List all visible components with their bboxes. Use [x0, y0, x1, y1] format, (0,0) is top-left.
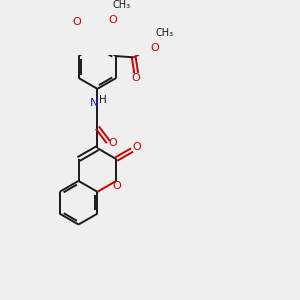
Text: CH₃: CH₃ — [112, 1, 131, 10]
Text: O: O — [109, 138, 118, 148]
Text: O: O — [72, 17, 81, 27]
Text: O: O — [109, 16, 118, 26]
Text: CH₃: CH₃ — [155, 28, 174, 38]
Text: O: O — [132, 73, 140, 83]
Text: N: N — [90, 98, 99, 108]
Text: H: H — [99, 95, 106, 105]
Text: O: O — [150, 43, 159, 52]
Text: O: O — [132, 142, 141, 152]
Text: O: O — [112, 181, 121, 191]
